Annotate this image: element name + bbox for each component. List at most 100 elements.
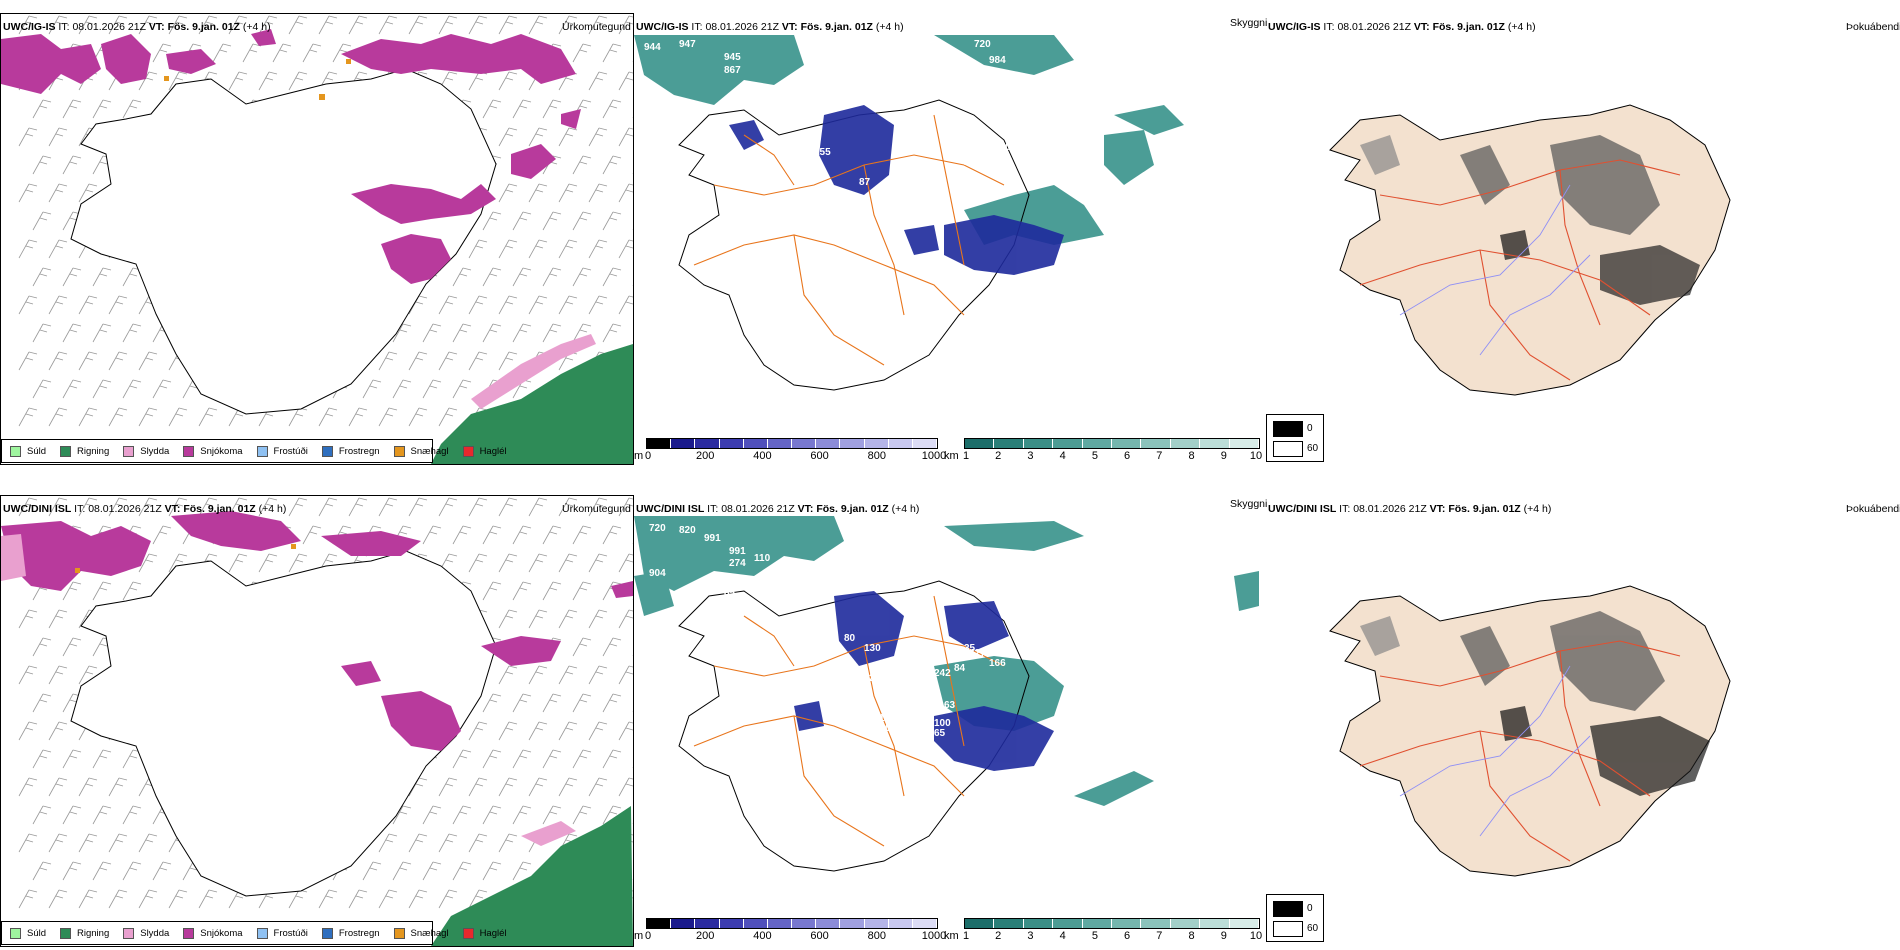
colorbar-tick: 7 <box>1156 450 1163 462</box>
colorbar-swatch <box>1023 919 1054 928</box>
wind-barb <box>452 525 472 545</box>
vis-strip <box>964 918 1260 929</box>
colorbar-swatch <box>767 439 793 448</box>
legend-label: Slydda <box>140 445 170 457</box>
wind-barb <box>362 379 382 399</box>
fz-drizzle-swatch <box>256 927 268 939</box>
wind-barb <box>348 407 368 427</box>
valid-time: Fös. 9.jan. 01Z <box>816 503 889 515</box>
colorbar-tick: 1 <box>962 930 970 942</box>
cloudbase-unit: m <box>634 930 644 942</box>
wind-barb <box>392 861 412 881</box>
fog-rivers <box>1399 665 1591 837</box>
wind-barb <box>122 861 142 881</box>
ptype-header-1: UWC/IG-IS IT: 08.01.2026 21Z VT: Fös. 9.… <box>3 21 271 33</box>
colorbar-swatch <box>1141 919 1171 928</box>
wind-barb <box>18 609 38 629</box>
wind-barb <box>108 777 128 797</box>
wind-barb <box>18 665 38 685</box>
fog-legend-1: 0 60 <box>1266 414 1324 462</box>
wind-barb <box>558 295 578 315</box>
cloud-panel-2: 720 820 991 904 274 991 110 85 34 991 982 76 89 101 88… <box>634 516 1264 916</box>
wind-barb <box>528 777 548 797</box>
wind-barb <box>482 693 502 713</box>
colorbar-swatch <box>647 439 672 448</box>
colorbar-swatch <box>994 439 1024 448</box>
cloud-value-label: 770 <box>994 142 1011 153</box>
wind-barb <box>348 889 368 909</box>
wind-barb <box>588 295 608 315</box>
colorbar-swatch <box>912 919 938 928</box>
wind-barb <box>152 379 172 399</box>
cloud-value-label: 987 <box>889 35 906 42</box>
cloud-value-label: 991 <box>874 553 891 564</box>
colorbar-tick: 200 <box>696 450 715 462</box>
colorbar-tick: 600 <box>810 930 829 942</box>
precip-sleet <box>1 534 576 846</box>
fog-panel-2 <box>1300 516 1900 916</box>
wind-barb <box>332 43 352 63</box>
wind-barb <box>108 833 128 853</box>
legend-label: Súld <box>27 927 47 939</box>
wind-barb <box>482 749 502 769</box>
wind-barb <box>138 351 158 371</box>
cloud-value-label: 76 <box>799 157 811 168</box>
cloudbase-unit: m <box>634 450 644 462</box>
init-time: 08.01.2026 21Z <box>88 503 162 515</box>
wind-barb <box>528 721 548 741</box>
wind-barb <box>198 497 218 517</box>
wind-barb <box>558 15 578 35</box>
wind-barb <box>468 553 488 573</box>
colorbar-swatch <box>888 919 913 928</box>
colorbar-swatch <box>864 439 889 448</box>
colorbar-swatch <box>792 919 817 928</box>
cloud-value-label: 984 <box>989 55 1006 66</box>
colorbar-swatch <box>1229 919 1260 928</box>
legend-item-hail: Haglél <box>462 927 507 939</box>
legend-label: Snæhagl <box>410 445 449 457</box>
wind-barb <box>18 127 38 147</box>
model-name: UWC/DINI ISL <box>1268 503 1337 515</box>
cloud-value-label: 991 <box>704 533 721 544</box>
colorbar-tick: 200 <box>696 930 715 942</box>
wind-barb <box>78 15 98 35</box>
colorbar-swatch <box>792 439 817 448</box>
wind-barb <box>512 805 532 825</box>
sleet-swatch <box>123 445 135 457</box>
wind-barb <box>18 721 38 741</box>
cloud-value-label: 84 <box>899 673 911 684</box>
lead-time: (+4 h) <box>1523 503 1552 515</box>
wind-barb <box>32 637 52 657</box>
cloud-value-label: 944 <box>644 42 661 53</box>
wind-barb <box>62 861 82 881</box>
wind-barb <box>18 15 38 35</box>
colorbar-tick: 1000 <box>921 930 947 942</box>
fog-legend-white <box>1273 921 1303 937</box>
legend-item-sleet: Slydda <box>123 445 170 457</box>
model-name: UWC/DINI ISL <box>3 503 72 515</box>
fz-rain-swatch <box>321 445 333 457</box>
wind-barb <box>618 497 633 517</box>
wind-barb <box>602 323 622 343</box>
wind-barb <box>348 15 368 35</box>
wind-barb <box>32 805 52 825</box>
wind-barb <box>78 833 98 853</box>
wind-barb <box>482 525 502 545</box>
wind-barb <box>482 99 502 119</box>
colorbar-swatch <box>719 439 744 448</box>
road-network <box>693 114 1005 366</box>
wind-barb <box>48 833 68 853</box>
wind-barb <box>108 15 128 35</box>
wind-barb <box>468 497 488 517</box>
wind-barb <box>528 609 548 629</box>
wind-barb <box>588 497 608 517</box>
wind-barb <box>138 889 158 909</box>
legend-item-drizzle: Súld <box>10 927 47 939</box>
wind-barb <box>602 267 622 287</box>
colorbar-swatch <box>1112 919 1142 928</box>
wind-barb <box>572 693 592 713</box>
wind-barb <box>468 71 488 91</box>
wind-barb <box>32 211 52 231</box>
cloud-value-label: 88 <box>784 633 796 644</box>
wind-barb <box>588 665 608 685</box>
